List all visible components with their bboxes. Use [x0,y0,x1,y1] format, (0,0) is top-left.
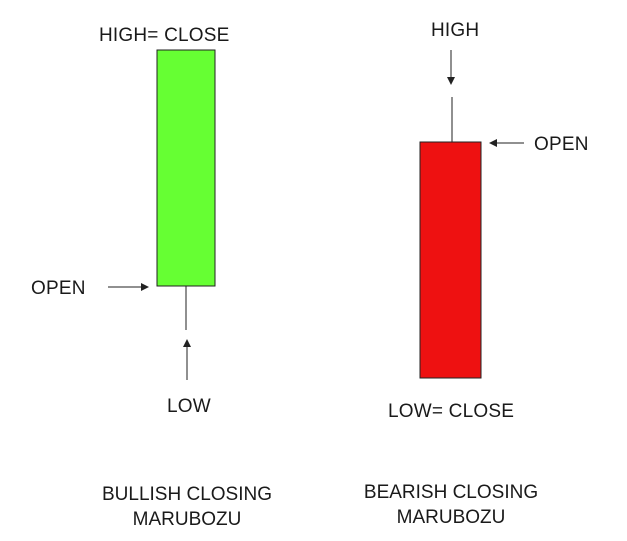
bullish-caption-line2: MARUBOZU [132,509,242,530]
bullish-high-close-label: HIGH= CLOSE [99,25,230,46]
bearish-caption-line2: MARUBOZU [396,507,506,528]
bullish-caption-line1: BULLISH CLOSING [102,484,272,505]
bearish-caption-line1: BEARISH CLOSING [363,482,539,503]
bearish-low-close-label: LOW= CLOSE [388,401,515,422]
bearish-caption: BEARISH CLOSING MARUBOZU [321,480,581,530]
bearish-candle-body [419,141,482,379]
bullish-caption: BULLISH CLOSING MARUBOZU [57,482,317,532]
bullish-open-label: OPEN [31,278,86,299]
bearish-high-label: HIGH [431,20,480,41]
bullish-candle-body [156,49,216,287]
bullish-low-label: LOW [167,396,211,417]
bearish-open-label: OPEN [534,134,589,155]
